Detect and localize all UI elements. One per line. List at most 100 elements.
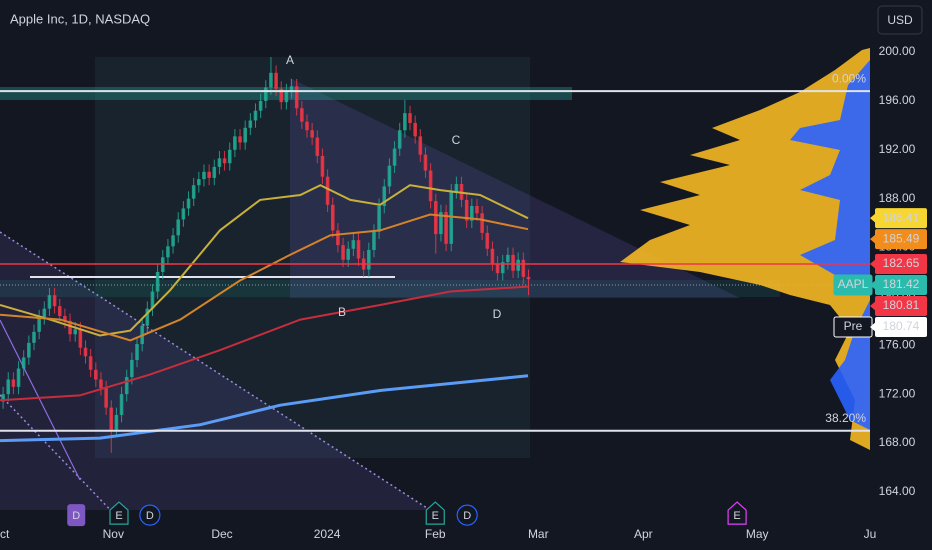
candle-body [63,315,67,321]
x-tick-label: Apr [634,527,653,541]
candle-body [444,212,448,244]
candle-body [171,235,175,247]
candle-body [207,171,211,178]
candle-body [181,208,186,220]
fib-label: 0.00% [832,71,866,85]
candle-body [155,271,160,292]
candle-body [341,245,345,260]
wave-label: D [493,307,502,321]
candle-body [73,329,78,335]
candle-body [52,295,57,307]
candle-body [454,184,459,192]
candle-body [372,231,376,250]
candle-body [263,87,268,101]
candle-body [382,186,387,206]
candle-body [119,394,124,415]
candle-body [243,127,247,143]
candle-body [356,240,361,259]
candle-body [433,201,438,235]
candle-body [109,407,114,430]
candle-body [233,136,237,150]
currency-label[interactable]: USD [887,13,913,27]
candle-body [191,185,196,199]
moving-average [0,213,529,342]
candle-body [1,394,5,402]
candle-body [217,158,222,167]
badge-value: 181.42 [883,277,920,291]
candle-body [197,179,201,186]
x-tick-label: Nov [103,527,124,541]
candle-body [78,329,83,348]
candle-body [408,113,412,123]
chart-title: Apple Inc, 1D, NASDAQ [10,11,150,26]
candle-body [305,121,309,131]
candle-body [526,276,531,280]
candle-body [6,379,11,395]
event-badge [67,504,86,527]
candle-body [258,100,263,111]
currency-button[interactable] [877,5,923,35]
event-label: E [432,510,439,522]
candle-body [57,306,62,316]
candle-body [310,130,314,138]
badge-value: 182.65 [883,256,920,270]
candle-body [320,155,325,177]
candle-body [212,166,217,178]
candle-body [21,357,26,369]
y-tick-label: 196.00 [879,93,916,107]
candle-body [202,171,206,180]
candle-body [11,379,16,387]
candle-body [68,320,72,335]
candle-body [42,308,47,318]
candle-body [124,377,129,395]
candle-body [248,120,253,128]
event-badge [139,504,161,526]
badge-value: 185.49 [883,231,920,245]
event-label: E [733,510,740,522]
event-label: D [72,510,80,522]
zone [0,280,780,297]
x-tick-label: Oct [0,527,10,541]
event-badge [109,501,129,525]
candle-body [186,198,191,209]
trendline [0,394,121,521]
candle-body [351,240,356,249]
moving-average [0,285,529,402]
candle-body [464,199,469,221]
candle-body [423,154,428,171]
profile-shape [790,60,870,430]
moving-average [0,374,529,443]
candle-body [294,86,299,109]
x-tick-label: May [746,527,769,541]
candle-body [377,205,381,232]
candle-body [32,331,36,343]
candle-body [99,379,103,389]
candle-body [238,136,242,143]
candle-body [480,213,484,233]
price-axis [870,0,932,550]
event-badge [727,501,747,525]
candle-body [227,149,232,164]
wave-label: C [452,133,461,147]
price-badge [875,317,927,338]
y-tick-label: 200.00 [879,44,916,58]
event-badge [425,501,445,525]
profile-shape [620,48,870,450]
candle-body [16,368,21,387]
price-badge [875,254,927,275]
candle-body [500,262,505,274]
badge-value: 186.41 [883,210,920,224]
candle-body [222,158,227,164]
candle-body [289,86,294,92]
candle-body [315,137,320,156]
candle-body [387,165,392,187]
candle-body [37,317,41,332]
candle-body [495,263,500,274]
trendline [0,319,81,481]
trendline [0,231,431,511]
candle-body [413,122,417,137]
candle-body [470,205,474,221]
candle-body [439,212,443,235]
